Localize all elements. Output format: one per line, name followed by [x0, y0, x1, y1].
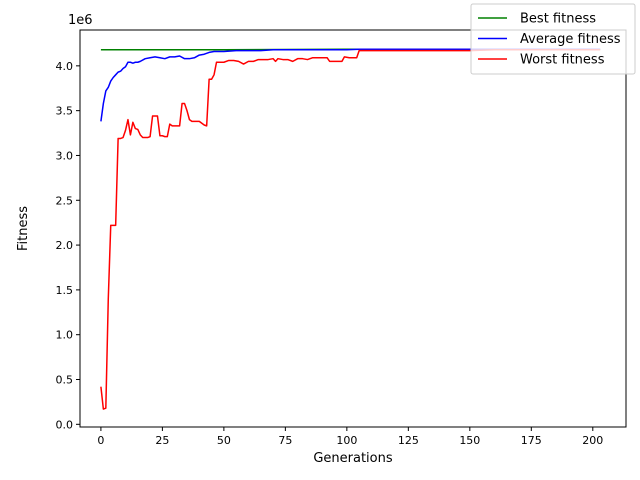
x-tick-label: 0 — [97, 434, 104, 447]
y-tick-label: 4.0 — [56, 60, 74, 73]
y-tick-label: 0.0 — [56, 418, 74, 431]
legend-entry-label: Best fitness — [520, 12, 596, 27]
y-axis-label: Fitness — [16, 206, 31, 251]
x-tick-label: 75 — [278, 434, 292, 447]
legend: Best fitness Average fitness Worst fitness — [470, 3, 636, 75]
x-tick-label: 25 — [155, 434, 169, 447]
y-tick-label: 1.5 — [56, 284, 74, 297]
legend-entry-label: Worst fitness — [520, 53, 605, 68]
y-tick-label: 1.0 — [56, 329, 74, 342]
y-axis-offset-label: 1e6 — [68, 13, 93, 28]
x-tick-label: 125 — [398, 434, 419, 447]
x-axis-ticks: 0 25 50 75 100 125 150 175 200 — [97, 427, 603, 447]
x-tick-label: 150 — [459, 434, 480, 447]
x-tick-label: 50 — [217, 434, 231, 447]
plot-lines — [100, 48, 601, 410]
y-tick-label: 3.5 — [56, 105, 74, 118]
x-axis-label: Generations — [313, 451, 393, 466]
x-tick-label: 100 — [336, 434, 357, 447]
y-tick-label: 0.5 — [56, 374, 74, 387]
legend-box — [470, 3, 636, 75]
y-tick-label: 2.5 — [56, 194, 74, 207]
axes-frame — [79, 29, 627, 428]
x-tick-label: 175 — [521, 434, 542, 447]
series-line-2 — [100, 48, 601, 410]
x-tick-label: 200 — [582, 434, 603, 447]
y-tick-label: 2.0 — [56, 239, 74, 252]
y-axis-ticks: 0.0 0.5 1.0 1.5 2.0 2.5 3.0 3.5 4.0 — [56, 60, 80, 431]
legend-entry-label: Average fitness — [520, 32, 621, 47]
series-line-1 — [100, 48, 601, 122]
y-tick-label: 3.0 — [56, 149, 74, 162]
